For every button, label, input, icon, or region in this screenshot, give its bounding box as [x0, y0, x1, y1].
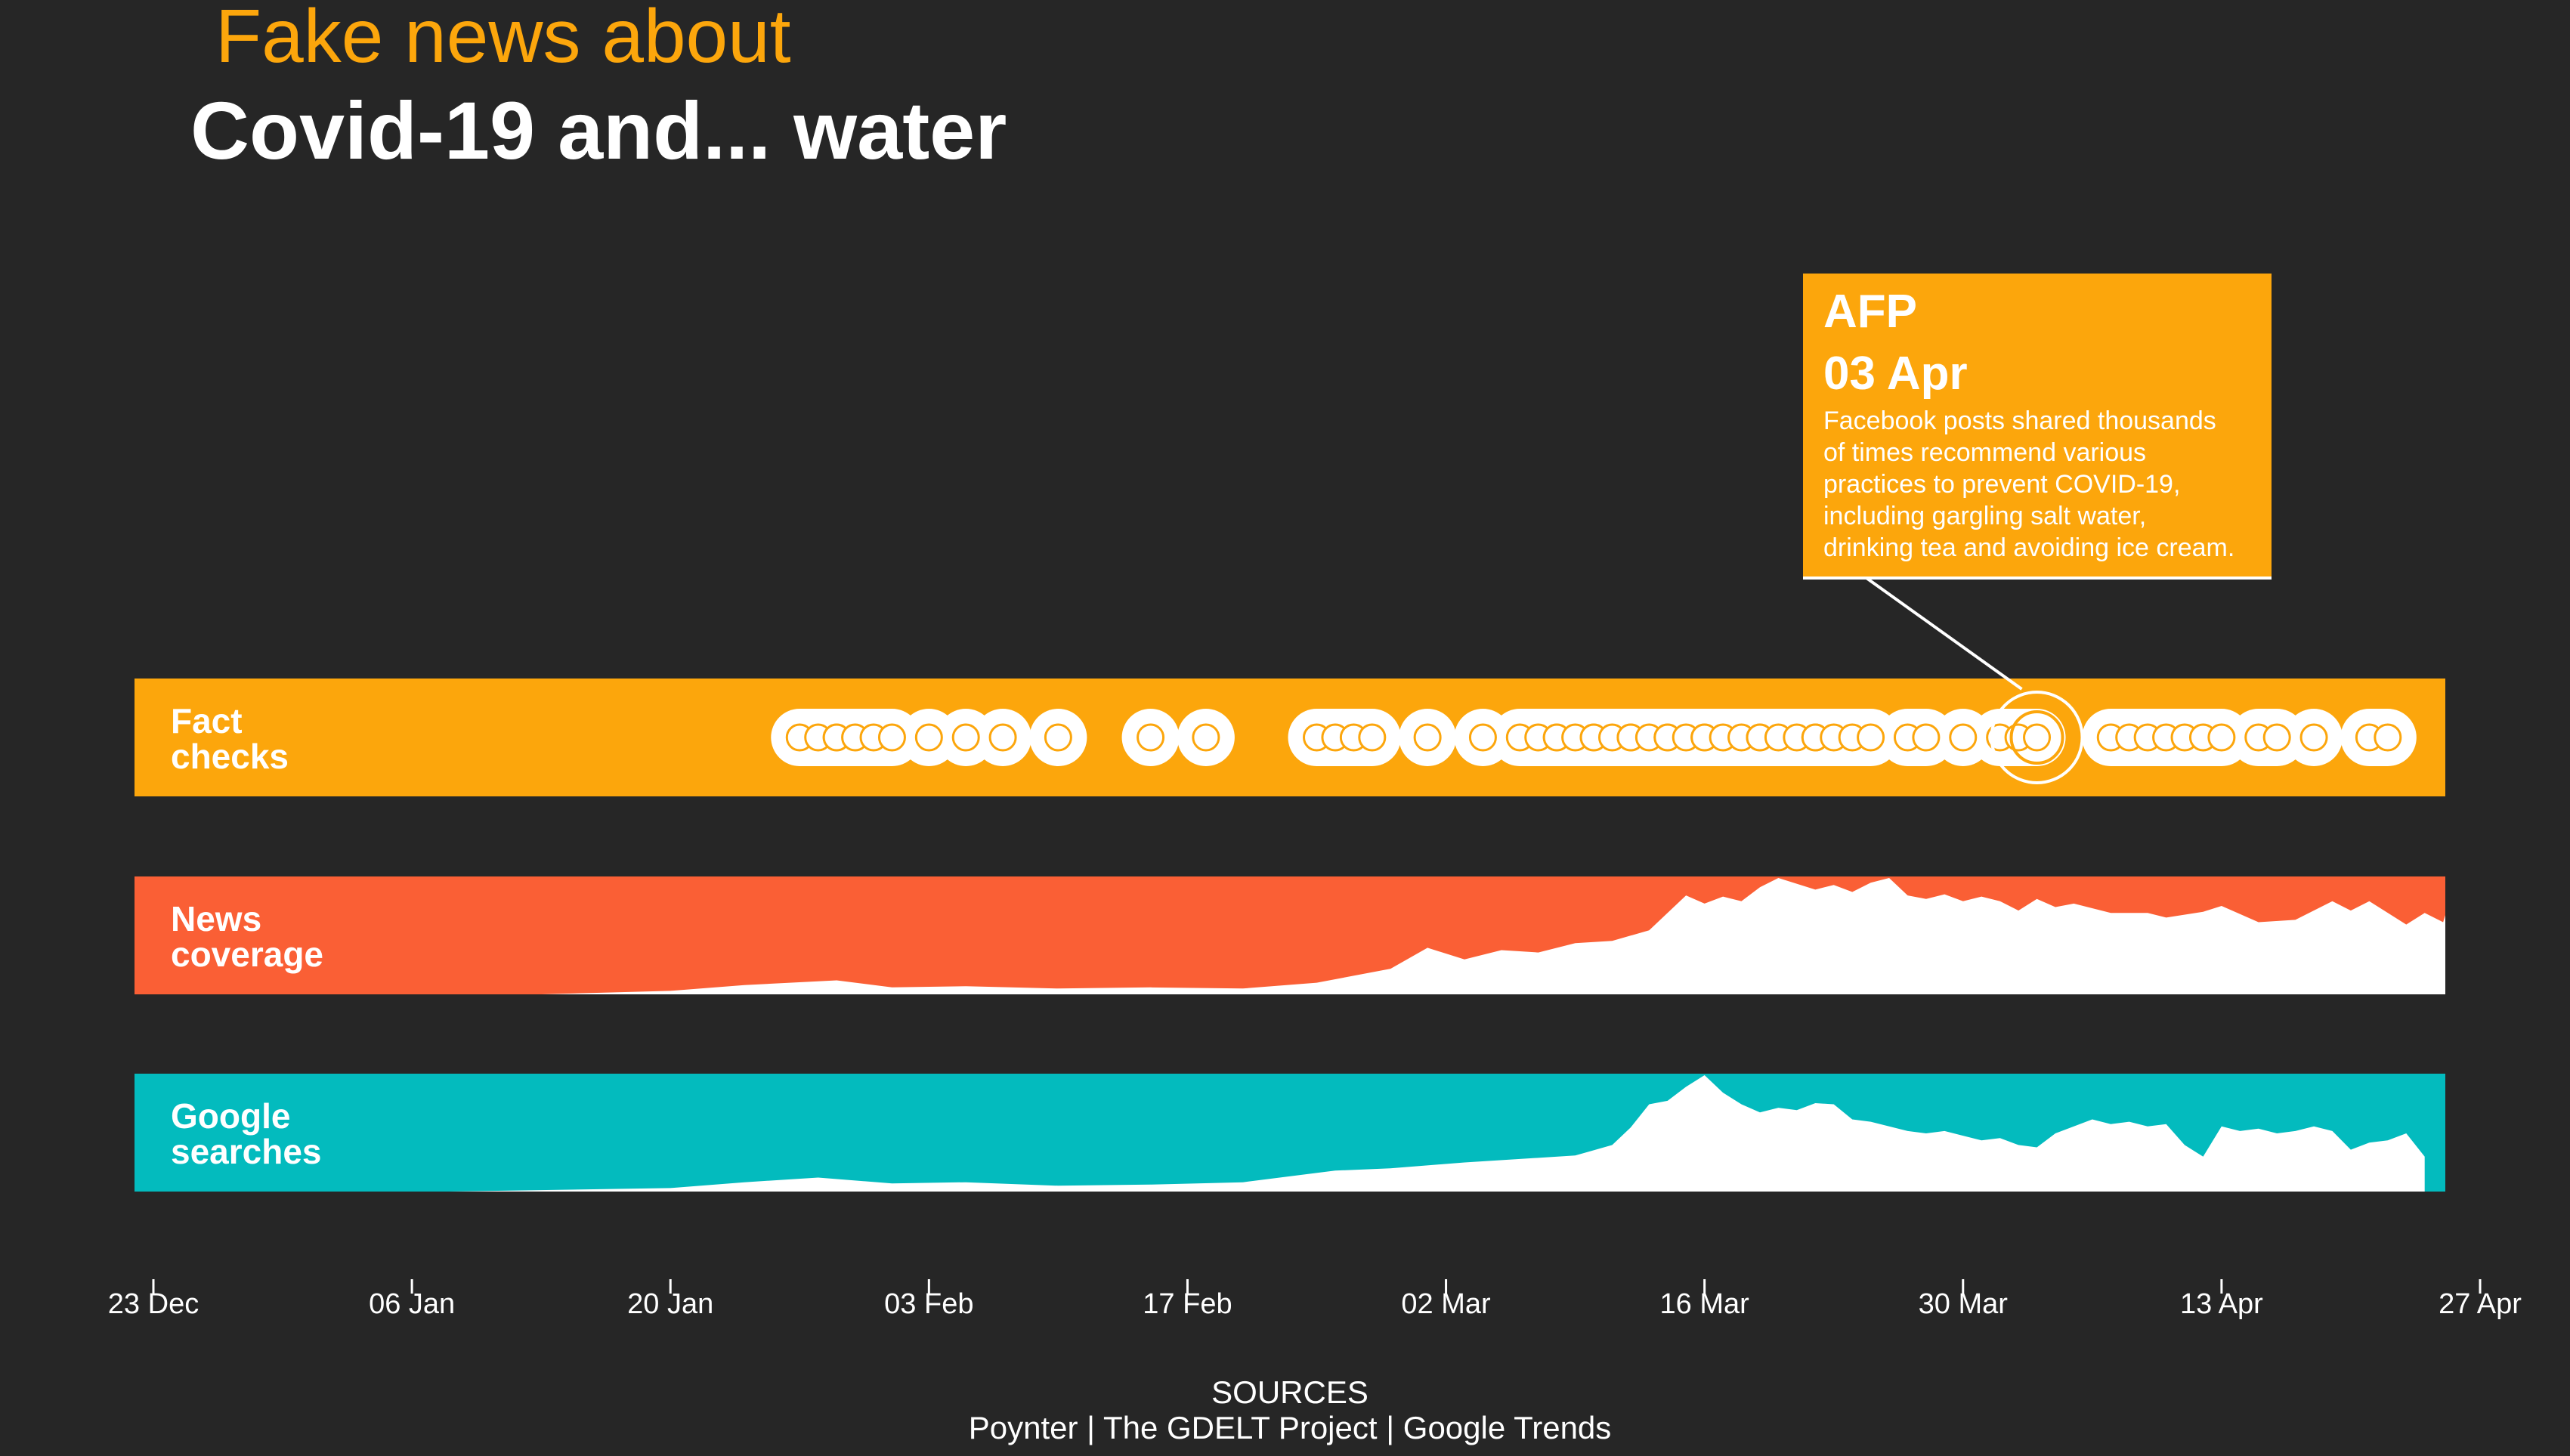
fact-checks-label-line-2: checks	[171, 737, 289, 776]
annotation-text-line-4: including gargling salt water,	[1823, 502, 2146, 530]
x-tick-label-3: 03 Feb	[884, 1288, 973, 1320]
fact-check-marker-16[interactable]	[1358, 723, 1387, 752]
fact-check-marker-63[interactable]	[2374, 723, 2402, 752]
annotation-date: 03 Apr	[1823, 348, 1968, 400]
fact-check-marker-47[interactable]	[1912, 723, 1941, 752]
fact-checks-label-line-1: Fact	[171, 701, 243, 740]
fact-check-marker-61[interactable]	[2299, 723, 2328, 752]
google-searches-area	[449, 1075, 2425, 1192]
x-tick-label-0: 23 Dec	[108, 1288, 199, 1320]
fact-check-marker-18[interactable]	[1468, 723, 1497, 752]
fact-check-marker-17[interactable]	[1413, 723, 1442, 752]
fact-check-marker-8[interactable]	[951, 723, 980, 752]
fact-check-highlight-ring	[1990, 691, 2084, 784]
x-tick-label-9: 27 Apr	[2439, 1288, 2522, 1320]
sources-heading: SOURCES	[1211, 1374, 1369, 1410]
fact-check-markers	[771, 691, 2417, 784]
annotation-source: AFP	[1823, 286, 1917, 338]
annotation-text-line-5: drinking tea and avoiding ice cream.	[1823, 533, 2234, 562]
annotation-leader-line	[1865, 577, 2023, 691]
annotation-box	[1803, 274, 2272, 578]
fact-check-marker-45[interactable]	[1857, 723, 1885, 752]
sources-line: Poynter | The GDELT Project | Google Tre…	[969, 1410, 1612, 1445]
x-tick-label-6: 16 Mar	[1660, 1288, 1750, 1320]
fact-check-marker-10[interactable]	[1044, 723, 1072, 752]
fact-check-marker-7[interactable]	[914, 723, 943, 752]
fact-check-marker-48[interactable]	[1949, 723, 1978, 752]
x-axis: 23 Dec 06 Jan 20 Jan 03 Feb 17 Feb 02 Mar 16 M…	[108, 1279, 2522, 1320]
fact-check-marker-11[interactable]	[1137, 723, 1165, 752]
news-coverage-area	[319, 878, 2446, 994]
title-line-2: Covid-19 and... water	[190, 85, 1007, 176]
x-tick-label-7: 30 Mar	[1919, 1288, 2009, 1320]
fact-check-highlight-inner-ring	[2009, 710, 2064, 765]
annotation-text-line-2: of times recommend various	[1823, 438, 2146, 467]
news-coverage-label-line-2: coverage	[171, 935, 323, 974]
annotation-text-line-3: practices to prevent COVID-19,	[1823, 470, 2180, 499]
fact-check-marker-6[interactable]	[877, 723, 906, 752]
google-searches-label-line-2: searches	[171, 1132, 322, 1171]
x-tick-label-8: 13 Apr	[2180, 1288, 2263, 1320]
fact-check-marker-60[interactable]	[2262, 723, 2291, 752]
x-tick-label-2: 20 Jan	[627, 1288, 713, 1320]
fact-check-marker-12[interactable]	[1192, 723, 1220, 752]
news-coverage-label-line-1: News	[171, 899, 261, 938]
google-searches-label-line-1: Google	[171, 1096, 290, 1136]
fact-check-marker-51[interactable]	[2023, 723, 2052, 752]
title-line-1: Fake news about	[215, 0, 791, 79]
annotation-text-line-1: Facebook posts shared thousands	[1823, 407, 2216, 435]
x-tick-label-5: 02 Mar	[1401, 1288, 1491, 1320]
fact-check-marker-9[interactable]	[988, 723, 1017, 752]
x-tick-label-1: 06 Jan	[369, 1288, 455, 1320]
fact-check-marker-58[interactable]	[2207, 723, 2236, 752]
x-tick-label-4: 17 Feb	[1143, 1288, 1232, 1320]
